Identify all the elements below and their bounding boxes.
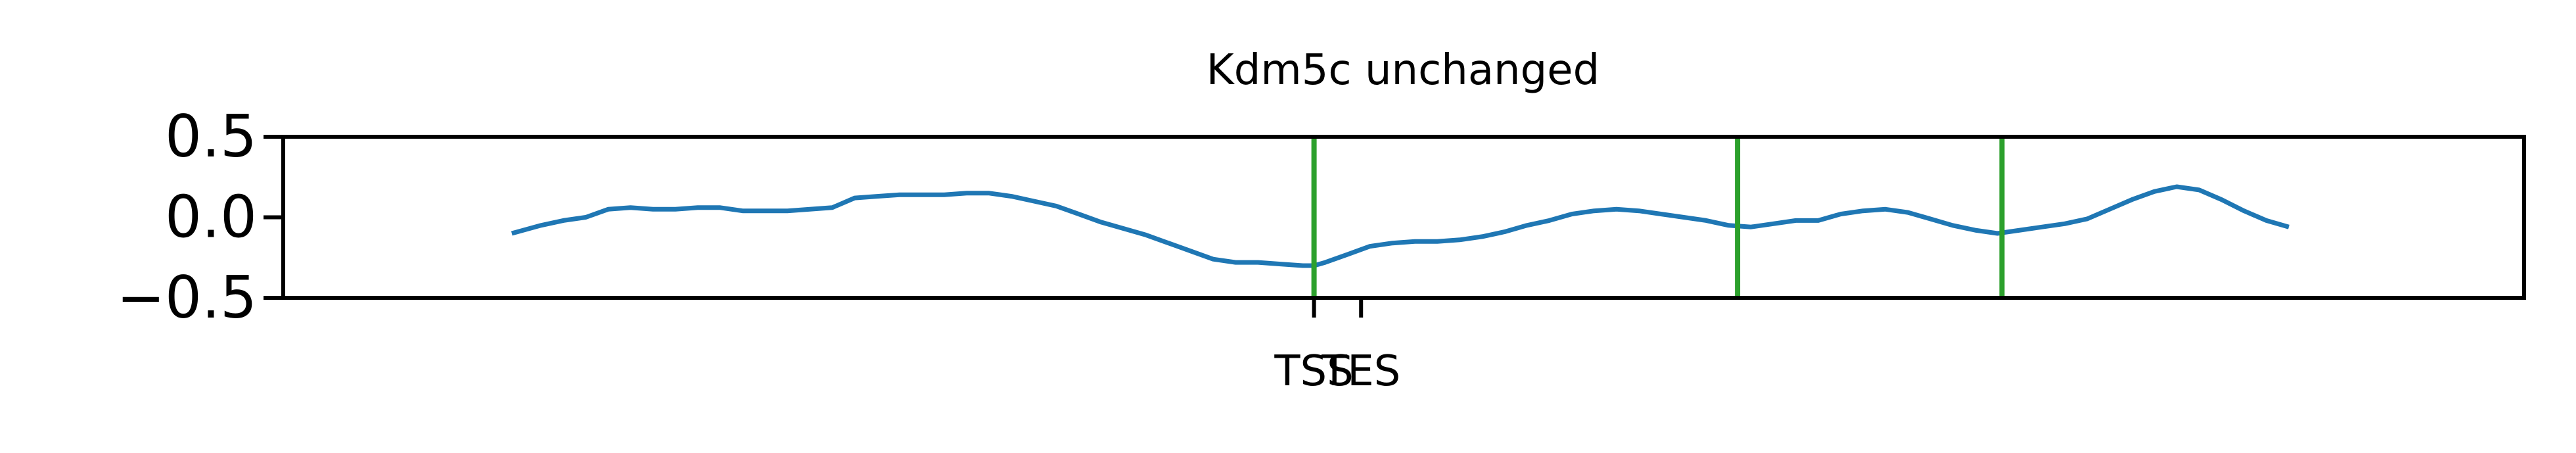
x-tick-label-tss: TSS (1274, 347, 1353, 396)
axes-frame (281, 135, 2526, 300)
y-tick-label: −0.5 (116, 264, 257, 331)
x-tick-label-tes: TES (1321, 347, 1400, 396)
series-line-0 (511, 184, 2289, 268)
chart-title: Kdm5c unchanged (1207, 46, 1599, 95)
plot-area (511, 137, 2289, 298)
y-tick-label: 0.5 (165, 103, 257, 170)
y-tick-label: 0.0 (165, 183, 257, 251)
